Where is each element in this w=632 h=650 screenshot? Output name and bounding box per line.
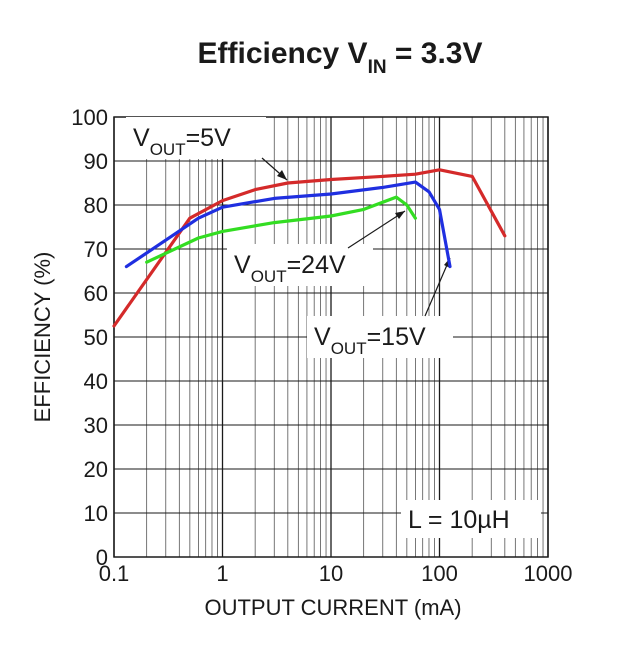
y-tick-label: 80 xyxy=(84,193,108,218)
x-tick-label: 1000 xyxy=(524,561,573,586)
annotation-vout-24v: VOUT=24V xyxy=(234,251,346,286)
leader-15v xyxy=(424,257,451,317)
leader-24v xyxy=(347,210,406,249)
y-tick-label: 20 xyxy=(84,457,108,482)
annotation-15v-prefix: V xyxy=(314,323,331,351)
y-tick-label: 30 xyxy=(84,413,108,438)
annotation-inductor-box xyxy=(401,500,541,538)
annotation-vout-5v: VOUT=5V xyxy=(133,124,231,159)
leader-24v-arrowhead xyxy=(395,211,405,219)
annotation-5v-prefix: V xyxy=(133,124,150,152)
annotation-15v-box xyxy=(307,316,453,358)
y-tick-label: 10 xyxy=(84,501,108,526)
annotation-5v-box xyxy=(126,117,266,159)
annotation-24v-prefix: V xyxy=(234,251,251,279)
annotation-15v-subscript: OUT xyxy=(331,339,367,358)
series-line-1 xyxy=(124,180,452,269)
annotation-15v-suffix: =15V xyxy=(367,323,426,351)
series-line-0 xyxy=(112,168,507,328)
y-tick-label: 40 xyxy=(84,369,108,394)
annotation-24v-subscript: OUT xyxy=(251,267,287,286)
y-tick-label: 50 xyxy=(84,325,108,350)
chart-title-prefix: Efficiency V xyxy=(198,37,368,70)
y-tick-label: 100 xyxy=(71,105,108,130)
x-tick-label: 1 xyxy=(216,561,228,586)
y-tick-label: 60 xyxy=(84,281,108,306)
y-tick-label: 0 xyxy=(96,545,108,570)
x-tick-label: 100 xyxy=(421,561,458,586)
plot-frame xyxy=(113,116,549,558)
y-tick-label: 70 xyxy=(84,237,108,262)
series-layer xyxy=(112,168,507,328)
chart-title-subscript: IN xyxy=(368,57,387,78)
x-tick-labels: 0.1 1 10 100 1000 xyxy=(99,561,573,586)
y-axis-label: EFFICIENCY (%) xyxy=(30,252,55,423)
x-axis-label: OUTPUT CURRENT (mA) xyxy=(204,595,461,620)
annotation-5v-suffix: =5V xyxy=(186,124,232,152)
annotation-24v-box xyxy=(227,244,373,286)
annotation-5v-subscript: OUT xyxy=(150,140,186,159)
y-tick-label: 90 xyxy=(84,149,108,174)
annotation-vout-15v: VOUT=15V xyxy=(314,323,426,358)
x-tick-label: 0.1 xyxy=(99,561,130,586)
annotation-inductor: L = 10µH xyxy=(408,506,510,534)
chart-title-suffix: = 3.3V xyxy=(387,37,483,70)
chart-title: Efficiency VIN = 3.3V xyxy=(198,37,483,78)
y-tick-labels: 0 10 20 30 40 50 60 70 80 90 100 xyxy=(71,105,108,570)
leader-5v-arrowhead xyxy=(277,170,287,180)
annotation-24v-suffix: =24V xyxy=(287,251,346,279)
x-tick-label: 10 xyxy=(319,561,343,586)
series-line-2 xyxy=(145,195,417,264)
